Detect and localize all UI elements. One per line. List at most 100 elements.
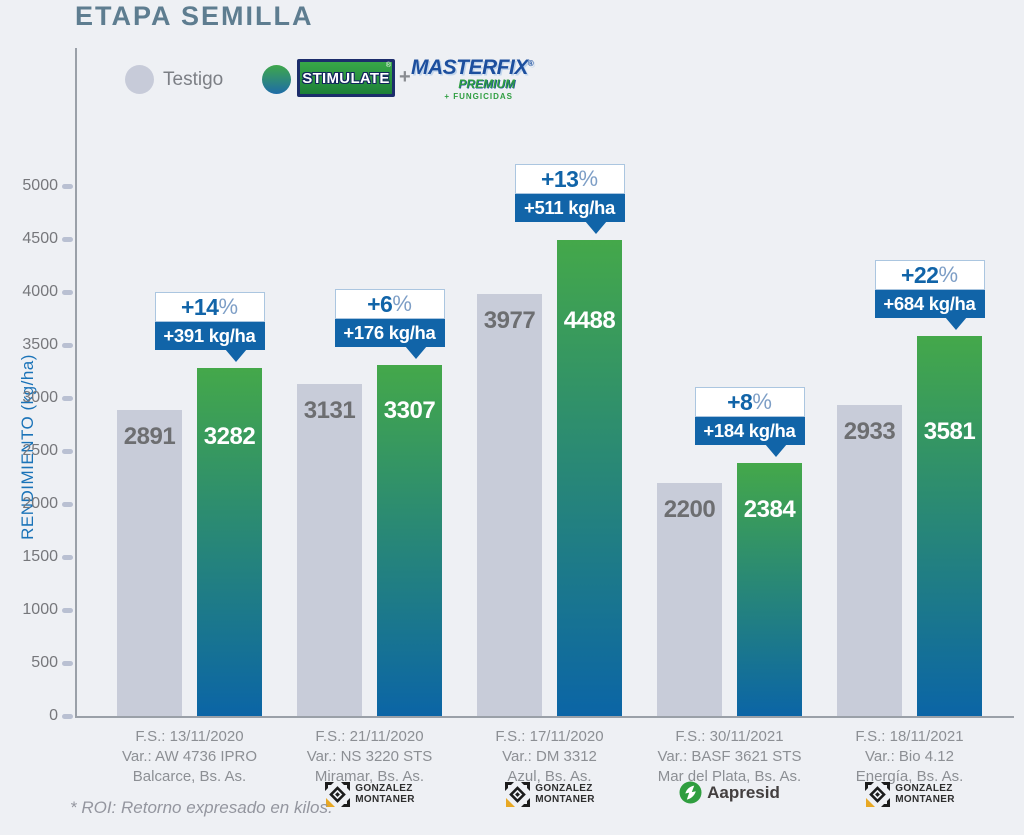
- bar-stimulate: [917, 336, 982, 716]
- bar-stimulate: [197, 368, 262, 716]
- bar-value-stimulate: 2384: [743, 495, 796, 523]
- gain-callout: +6% +176 kg/ha: [334, 289, 445, 348]
- registered-mark-icon: ®: [527, 59, 534, 68]
- testigo-legend-label: Testigo: [163, 69, 224, 90]
- x-axis-label-line: F.S.: 18/11/2021: [855, 728, 964, 745]
- y-tick-mark: [62, 183, 73, 189]
- y-tick-label: 0: [49, 707, 58, 724]
- source-logo-row: GONZALEZ MONTANER: [840, 781, 980, 808]
- gonzalez-montaner-logo-text: GONZALEZ MONTANER: [355, 783, 415, 805]
- aapresid-logo: Aapresid: [679, 781, 780, 804]
- y-tick-mark: [62, 395, 73, 401]
- bar-testigo: [837, 405, 902, 716]
- registered-mark-icon: ®: [385, 62, 391, 69]
- bar-testigo: [657, 482, 722, 716]
- callout-arrow-icon: [944, 317, 967, 331]
- kg-gain-label: +184 kg/ha: [694, 417, 805, 446]
- bar-value-stimulate: 4488: [563, 307, 616, 335]
- x-axis-label-line: F.S.: 13/11/2020: [135, 728, 244, 745]
- treated-swatch-icon: [262, 65, 291, 94]
- source-logo-row: Aapresid: [660, 781, 800, 804]
- y-tick-mark: [62, 660, 73, 666]
- bar-stimulate: [737, 463, 802, 716]
- x-axis-label-line: Var.: Bio 4.12: [865, 748, 954, 765]
- x-axis-label: F.S.: 13/11/2020 Var.: AW 4736 IPRO Balcar…: [95, 727, 285, 787]
- y-tick-mark: [62, 448, 73, 454]
- source-logo-row: GONZALEZ MONTANER: [300, 781, 440, 808]
- callout-arrow-icon: [404, 346, 427, 360]
- gain-callout: +8% +184 kg/ha: [694, 387, 805, 446]
- x-axis-label-line: Energía, Bs. As.: [855, 768, 964, 785]
- aapresid-logo-text: Aapresid: [707, 782, 780, 802]
- bar-value-stimulate: 3581: [923, 418, 976, 446]
- source-logo-row: GONZALEZ MONTANER: [480, 781, 620, 808]
- gonzalez-montaner-glyph-icon: [325, 782, 351, 807]
- bar-value-testigo: 2200: [663, 495, 716, 523]
- x-axis-label: F.S.: 18/11/2021 Var.: Bio 4.12 Energía, B…: [815, 727, 1005, 787]
- x-axis-label-line: F.S.: 21/11/2020: [315, 728, 424, 745]
- y-tick-label: 1000: [22, 601, 58, 618]
- callout-arrow-icon: [584, 221, 607, 235]
- x-axis-baseline: [75, 716, 1014, 718]
- gonzalez-montaner-logo: GONZALEZ MONTANER: [324, 781, 414, 808]
- testigo-swatch-icon: [125, 65, 154, 94]
- gonzalez-montaner-logo: GONZALEZ MONTANER: [864, 781, 954, 808]
- x-axis-label-line: F.S.: 30/11/2021: [675, 728, 784, 745]
- bar-value-testigo: 3131: [303, 397, 356, 425]
- bar-value-testigo: 3977: [483, 307, 536, 335]
- y-tick-mark: [62, 501, 73, 507]
- bar-value-testigo: 2933: [843, 418, 896, 446]
- y-tick-mark: [62, 607, 73, 613]
- x-axis-label-line: Azul, Bs. As.: [507, 768, 592, 785]
- y-tick-mark: [62, 289, 73, 295]
- y-tick-label: 5000: [22, 177, 58, 194]
- x-axis-label-line: Var.: AW 4736 IPRO: [121, 748, 258, 765]
- x-axis-label-line: Var.: DM 3312: [502, 748, 597, 765]
- x-axis-label-line: Miramar, Bs. As.: [314, 768, 425, 785]
- y-tick-label: 4500: [22, 230, 58, 247]
- roi-footnote: * ROI: Retorno expresado en kilos.: [70, 798, 333, 817]
- plus-sign: +: [399, 66, 411, 88]
- percent-gain-label: +6%: [334, 289, 445, 320]
- bar-testigo: [477, 294, 542, 716]
- kg-gain-label: +391 kg/ha: [154, 322, 265, 351]
- y-tick-label: 3000: [22, 389, 58, 406]
- page-title: ETAPA SEMILLA: [75, 1, 314, 31]
- gonzalez-montaner-logo-text: GONZALEZ MONTANER: [535, 783, 595, 805]
- gain-callout: +14% +391 kg/ha: [154, 292, 265, 351]
- bar-value-stimulate: 3307: [383, 397, 436, 425]
- kg-gain-label: +511 kg/ha: [514, 194, 625, 223]
- percent-gain-label: +8%: [694, 387, 805, 418]
- y-tick-label: 1500: [22, 548, 58, 565]
- y-tick-mark: [62, 554, 73, 560]
- stimulate-logo-text: STIMULATE: [302, 69, 390, 87]
- masterfix-fungicidas-text: + FUNGICIDAS: [444, 92, 513, 101]
- x-axis-label: F.S.: 21/11/2020 Var.: NS 3220 STS Miramar…: [275, 727, 465, 787]
- bar-value-stimulate: 3282: [203, 422, 256, 450]
- masterfix-logo: MASTERFIX® PREMIUM + FUNGICIDAS: [411, 56, 534, 101]
- y-tick-label: 2000: [22, 495, 58, 512]
- y-tick-label: 3500: [22, 336, 58, 353]
- percent-gain-label: +13%: [514, 164, 625, 195]
- kg-gain-label: +684 kg/ha: [874, 290, 985, 319]
- y-tick-mark: [62, 342, 73, 348]
- gonzalez-montaner-glyph-icon: [865, 782, 891, 807]
- y-tick-mark: [62, 236, 73, 242]
- bar-stimulate: [377, 365, 442, 716]
- x-axis-label-line: F.S.: 17/11/2020: [495, 728, 604, 745]
- x-axis-label: F.S.: 17/11/2020 Var.: DM 3312 Azul, Bs. A…: [455, 727, 645, 787]
- bar-testigo: [297, 384, 362, 716]
- y-tick-label: 500: [31, 654, 58, 671]
- gonzalez-montaner-logo: GONZALEZ MONTANER: [504, 781, 594, 808]
- masterfix-logo-text: MASTERFIX®: [411, 56, 534, 79]
- callout-arrow-icon: [764, 444, 787, 458]
- gain-callout: +13% +511 kg/ha: [514, 164, 625, 223]
- x-axis-label-line: Mar del Plata, Bs. As.: [657, 768, 802, 785]
- y-axis-line: [75, 48, 77, 716]
- aapresid-glyph-icon: [679, 781, 702, 804]
- x-axis-label-line: Balcarce, Bs. As.: [132, 768, 247, 785]
- y-tick-label: 4000: [22, 283, 58, 300]
- stimulate-logo: STIMULATE ®: [297, 59, 395, 97]
- y-tick-mark: [62, 713, 73, 719]
